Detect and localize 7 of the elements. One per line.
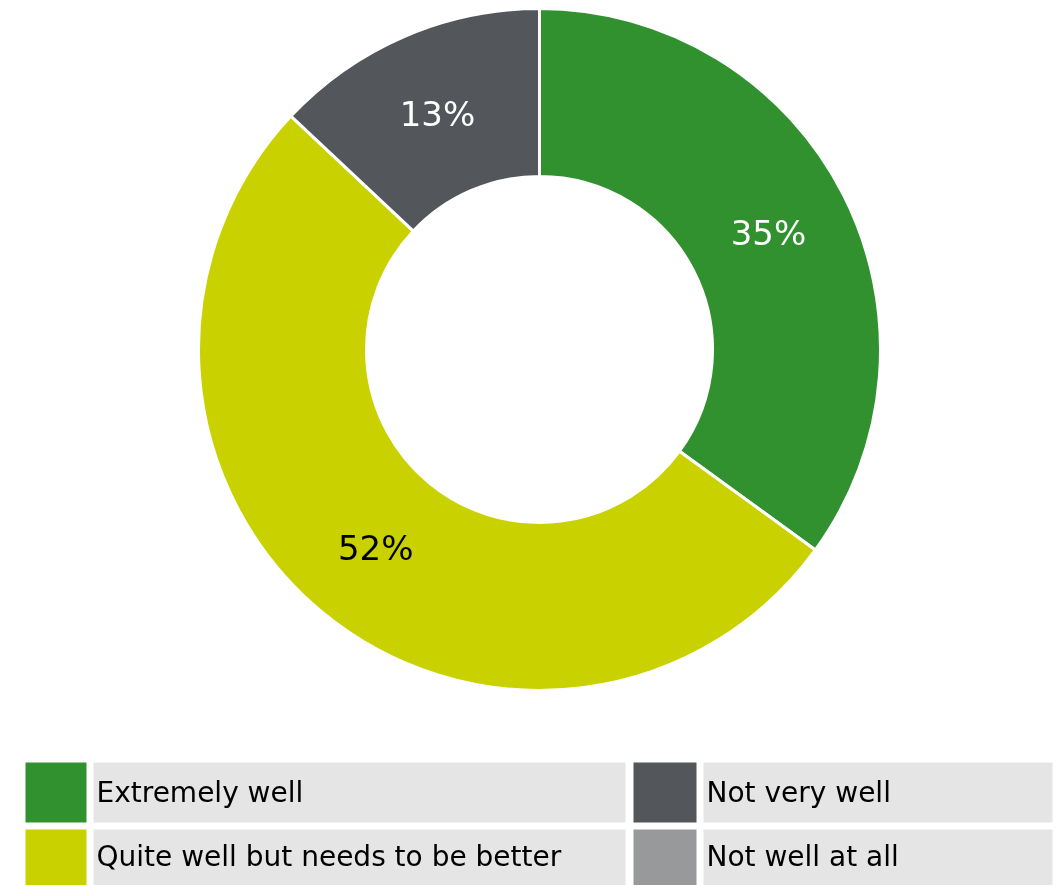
legend-label: Not well at all [706, 840, 899, 873]
legend-label: Not very well [706, 776, 891, 809]
legend-label: Extremely well [96, 776, 304, 809]
data-label: 35% [730, 212, 807, 253]
data-label: 52% [337, 527, 414, 568]
legend-label: Quite well but needs to be better [96, 840, 562, 873]
data-label: 13% [399, 93, 476, 134]
